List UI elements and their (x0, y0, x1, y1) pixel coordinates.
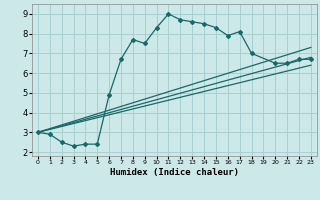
X-axis label: Humidex (Indice chaleur): Humidex (Indice chaleur) (110, 168, 239, 177)
